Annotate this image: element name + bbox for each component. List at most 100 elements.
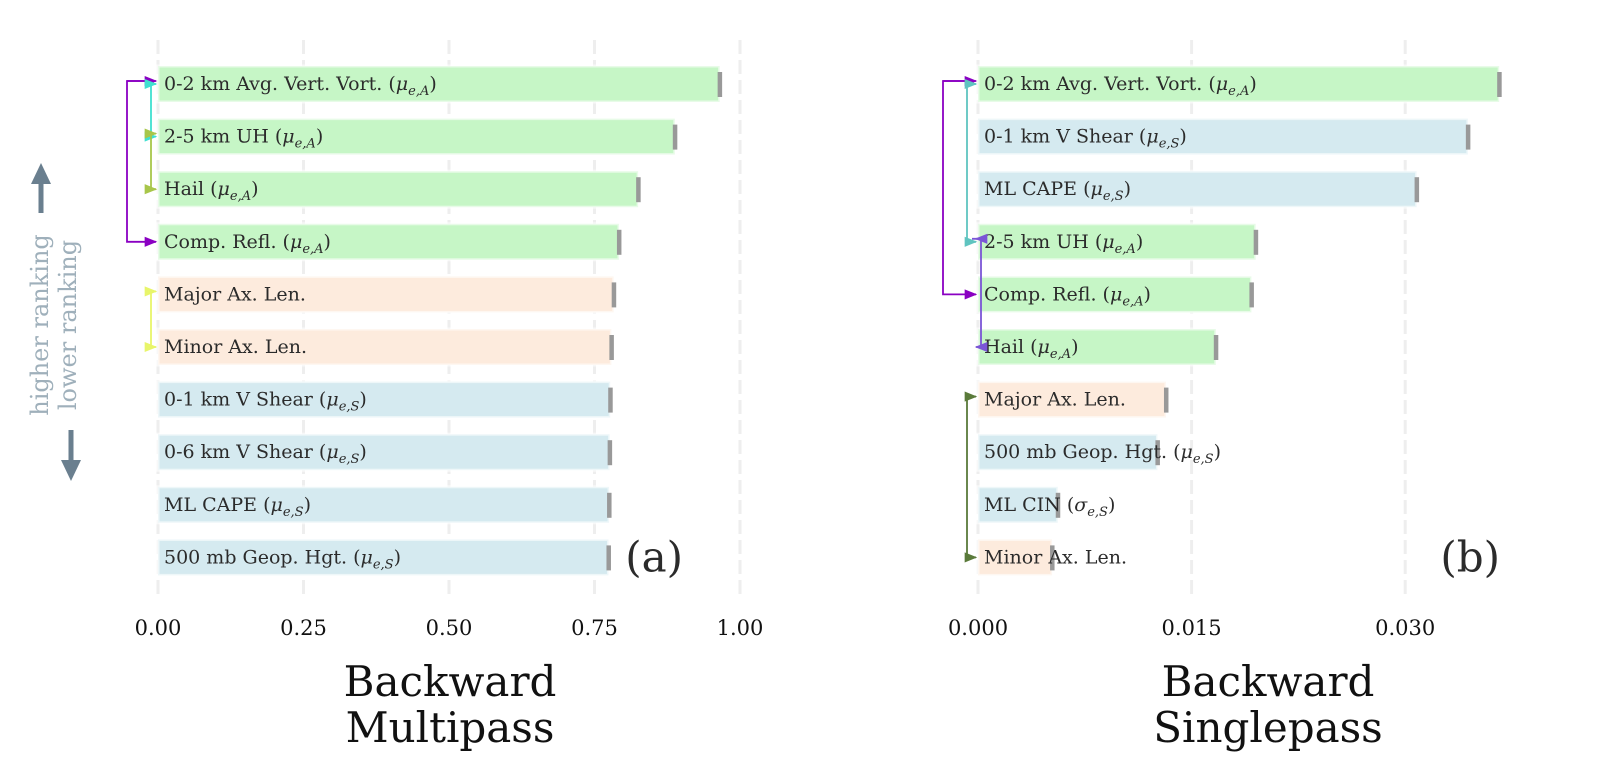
bar-label: ML CIN (σe,S): [984, 494, 1115, 520]
panel-a-backward-multipass: 0-2 km Avg. Vert. Vort. (μe,A) 2-5 km UH …: [126, 40, 764, 752]
error-tick: [1163, 387, 1169, 413]
bar-label: Comp. Refl. (μe,A): [164, 231, 331, 257]
bar: [156, 485, 611, 525]
x-axis-title-line: Singlepass: [1153, 703, 1382, 752]
bar-group: Comp. Refl. (μe,A): [976, 274, 1254, 314]
bar-label: 500 mb Geop. Hgt. (μe,S): [984, 441, 1221, 467]
bar-group: Hail (μe,A): [156, 169, 641, 209]
error-tick: [606, 545, 611, 571]
rank-bracket: [144, 83, 158, 142]
x-tick-label: 0.030: [1375, 616, 1435, 640]
bar-label: 0-2 km Avg. Vert. Vort. (μe,A): [164, 73, 437, 99]
bar: [156, 380, 612, 420]
error-tick: [607, 492, 612, 518]
lower-ranking-label: lower ranking: [54, 240, 82, 410]
bar-label: ML CAPE (μe,S): [984, 178, 1131, 204]
bar-label: ML CAPE (μe,S): [164, 494, 311, 520]
panel-label: (a): [625, 532, 683, 581]
error-tick: [672, 124, 678, 150]
rank-change-brackets: [126, 75, 158, 353]
bar-group: ML CAPE (μe,S): [156, 485, 612, 525]
bar: [156, 274, 616, 314]
bar-label: Hail (μe,A): [984, 336, 1079, 362]
error-tick: [1414, 177, 1420, 203]
bar: [156, 537, 610, 577]
bar-label: 2-5 km UH (μe,A): [164, 126, 323, 152]
x-tick-label: 0.015: [1162, 616, 1222, 640]
bar-group: 0-2 km Avg. Vert. Vort. (μe,A): [976, 64, 1502, 104]
bar-label: Minor Ax. Len.: [164, 336, 307, 358]
x-tick-label: 0.50: [426, 616, 473, 640]
bar: [976, 485, 1060, 525]
bar: [156, 64, 722, 104]
bar-label: Hail (μe,A): [164, 178, 259, 204]
bar-label: 2-5 km UH (μe,A): [984, 231, 1143, 257]
bar-group: 0-1 km V Shear (μe,S): [976, 117, 1471, 157]
higher-ranking-label: higher ranking: [26, 234, 54, 416]
bar-group: 0-2 km Avg. Vert. Vort. (μe,A): [156, 64, 723, 104]
panel-label: (b): [1440, 532, 1500, 581]
bar-label: 0-1 km V Shear (μe,S): [164, 389, 367, 415]
x-tick-label: 0.25: [280, 616, 327, 640]
bar-group: Major Ax. Len.: [156, 274, 617, 314]
up-arrow-head-icon: [31, 163, 51, 184]
error-tick: [611, 282, 617, 308]
bar-group: 2-5 km UH (μe,A): [976, 222, 1259, 262]
error-tick: [1253, 229, 1259, 255]
bar-group: 500 mb Geop. Hgt. (μe,S): [976, 432, 1221, 472]
error-tick: [1249, 282, 1254, 308]
error-tick: [1497, 72, 1502, 97]
bar-label: 0-6 km V Shear (μe,S): [164, 441, 367, 467]
error-tick: [1465, 124, 1471, 150]
error-tick: [1213, 335, 1219, 360]
x-tick-label: 0.000: [948, 616, 1008, 640]
bar-group: Major Ax. Len.: [976, 380, 1169, 420]
error-tick: [616, 229, 622, 255]
bar-label: Major Ax. Len.: [984, 389, 1126, 411]
bar-group: Minor Ax. Len.: [976, 537, 1127, 577]
rank-bracket: [964, 395, 978, 563]
x-axis-ticks: 0.00 0.25 0.50 0.75 1.00: [135, 616, 764, 640]
panel-b-backward-singlepass: 0-2 km Avg. Vert. Vort. (μe,A) 0-1 km V S…: [942, 40, 1502, 752]
bar-group: 0-6 km V Shear (μe,S): [156, 432, 613, 472]
bar-label: 0-2 km Avg. Vert. Vort. (μe,A): [984, 73, 1257, 99]
bar-label: 500 mb Geop. Hgt. (μe,S): [164, 546, 401, 572]
ranking-indicator: higher ranking lower ranking: [26, 163, 82, 481]
rank-change-brackets: [942, 75, 988, 563]
error-tick: [1050, 545, 1055, 571]
error-tick: [636, 177, 641, 203]
x-axis-ticks: 0.000 0.015 0.030: [948, 616, 1435, 640]
bar-label: 0-1 km V Shear (μe,S): [984, 126, 1187, 152]
bar-group: 2-5 km UH (μe,A): [156, 117, 678, 157]
bar-group: ML CIN (σe,S): [976, 485, 1115, 525]
x-tick-label: 0.75: [571, 616, 618, 640]
bar-group: Hail (μe,A): [976, 327, 1219, 367]
error-tick: [607, 440, 613, 466]
bar: [156, 222, 621, 262]
down-arrow-head-icon: [61, 460, 81, 481]
bar-group: Comp. Refl. (μe,A): [156, 222, 622, 262]
bar-group: ML CAPE (μe,S): [976, 169, 1420, 209]
bar: [156, 169, 640, 209]
bar: [976, 64, 1501, 104]
rank-bracket: [942, 80, 978, 300]
bar-label: Comp. Refl. (μe,A): [984, 283, 1151, 309]
x-tick-label: 1.00: [717, 616, 764, 640]
error-tick: [609, 335, 614, 360]
rank-bracket: [144, 290, 158, 353]
error-tick: [717, 72, 723, 97]
bar-group: 500 mb Geop. Hgt. (μe,S): [156, 537, 611, 577]
x-axis-title-line: Backward: [1162, 657, 1375, 706]
error-tick: [608, 387, 613, 413]
x-axis-title-line: Backward: [344, 657, 557, 706]
error-tick: [1055, 492, 1061, 518]
bar-label: Minor Ax. Len.: [984, 546, 1127, 568]
bar: [156, 432, 612, 472]
rank-bracket: [144, 132, 158, 195]
bar-group: Minor Ax. Len.: [156, 327, 614, 367]
bar-group: 0-1 km V Shear (μe,S): [156, 380, 613, 420]
x-tick-label: 0.00: [135, 616, 182, 640]
x-axis-title-line: Multipass: [346, 703, 555, 752]
error-tick: [1155, 440, 1160, 466]
